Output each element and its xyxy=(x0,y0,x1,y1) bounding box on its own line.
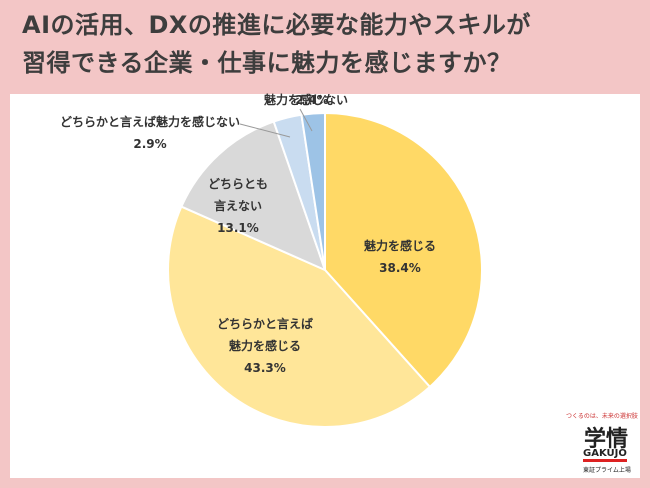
logo-roman: GAKUJO xyxy=(583,448,627,462)
chart-title: AIの活用、DXの推進に必要な能力やスキルが 習得できる企業・仕事に魅力を感じま… xyxy=(22,11,531,77)
logo-note: 東証プライム上場 xyxy=(583,467,631,474)
value-label: 2.9% xyxy=(133,137,166,151)
pie-slice xyxy=(167,205,432,428)
logo-name: 学情 xyxy=(584,427,629,452)
value-label: 38.4% xyxy=(379,261,421,275)
pie-slice xyxy=(300,111,326,271)
leader-line xyxy=(239,123,291,138)
slice-label: どちらとも言えない xyxy=(208,177,268,213)
pie-slice xyxy=(180,120,327,272)
slice-label: 魅力を感じる xyxy=(364,238,436,253)
value-label: 2.4% xyxy=(295,93,328,107)
pie-slice xyxy=(324,111,483,389)
slice-label: どちらかと言えば魅力を感じる xyxy=(217,316,313,353)
slice-label: 魅力を感じない xyxy=(264,92,348,107)
value-label: 13.1% xyxy=(217,221,259,235)
logo-tagline: つくるのは、未来の選択肢 xyxy=(566,413,638,420)
leader-line xyxy=(299,108,313,132)
value-label: 43.3% xyxy=(244,361,286,375)
slice-label: どちらかと言えば魅力を感じない xyxy=(60,114,240,129)
